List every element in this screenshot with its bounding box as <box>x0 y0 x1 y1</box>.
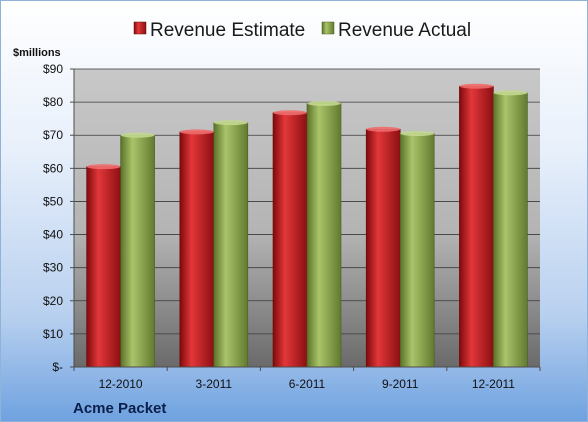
bar-revenue-estimate <box>179 131 215 368</box>
bar-revenue-estimate <box>459 85 494 368</box>
y-tick-label: $10 <box>43 327 63 341</box>
bar-revenue-estimate <box>365 128 401 368</box>
bar-top-highlight <box>86 164 121 170</box>
x-axis-ticks: 12-2010 3-2011 6-2011 9-2011 12-2011 <box>73 367 541 391</box>
y-axis-ticks: $- $10 $20 $30 $40 $50 $60 $70 $80 $90 <box>43 62 74 374</box>
y-tick-label: $60 <box>43 161 63 175</box>
x-tick-label: 12-2010 <box>99 377 143 391</box>
bar-revenue-actual <box>120 134 155 368</box>
y-tick-label: $40 <box>43 228 63 242</box>
y-tick-label: $- <box>52 360 63 374</box>
x-tick-label: 12-2011 <box>472 377 515 391</box>
bar-top-highlight <box>179 129 214 135</box>
legend-swatch-estimate <box>133 21 147 35</box>
bar-top-highlight <box>120 132 155 138</box>
bar-revenue-actual <box>213 122 249 368</box>
company-label: Acme Packet <box>73 400 166 417</box>
y-tick-label: $90 <box>43 62 63 76</box>
legend-label-estimate: Revenue Estimate <box>150 20 305 41</box>
bar-revenue-estimate <box>86 166 121 368</box>
bar-revenue-actual <box>399 133 435 368</box>
legend-swatch-actual <box>321 21 335 35</box>
y-axis-unit-label: $millions <box>13 47 61 59</box>
y-tick-label: $80 <box>43 95 63 109</box>
bar-top-highlight <box>213 120 248 126</box>
bar-revenue-actual <box>306 103 342 368</box>
bar-top-highlight <box>459 83 494 89</box>
y-tick-label: $70 <box>43 128 63 142</box>
bar-top-highlight <box>493 90 528 96</box>
bars <box>86 83 528 368</box>
legend: Revenue Estimate Revenue Actual <box>133 20 471 41</box>
legend-label-actual: Revenue Actual <box>338 20 471 41</box>
x-tick-label: 3-2011 <box>196 377 233 391</box>
y-tick-label: $30 <box>43 261 63 275</box>
bar-top-highlight <box>273 110 307 116</box>
bar-revenue-estimate <box>272 112 308 368</box>
x-tick-label: 9-2011 <box>382 377 419 391</box>
x-tick-label: 6-2011 <box>289 377 326 391</box>
y-tick-label: $50 <box>43 194 63 208</box>
y-tick-label: $20 <box>43 294 63 308</box>
bar-top-highlight <box>400 131 435 137</box>
bar-top-highlight <box>307 100 341 106</box>
bar-top-highlight <box>366 126 401 132</box>
bar-revenue-actual <box>493 92 528 368</box>
